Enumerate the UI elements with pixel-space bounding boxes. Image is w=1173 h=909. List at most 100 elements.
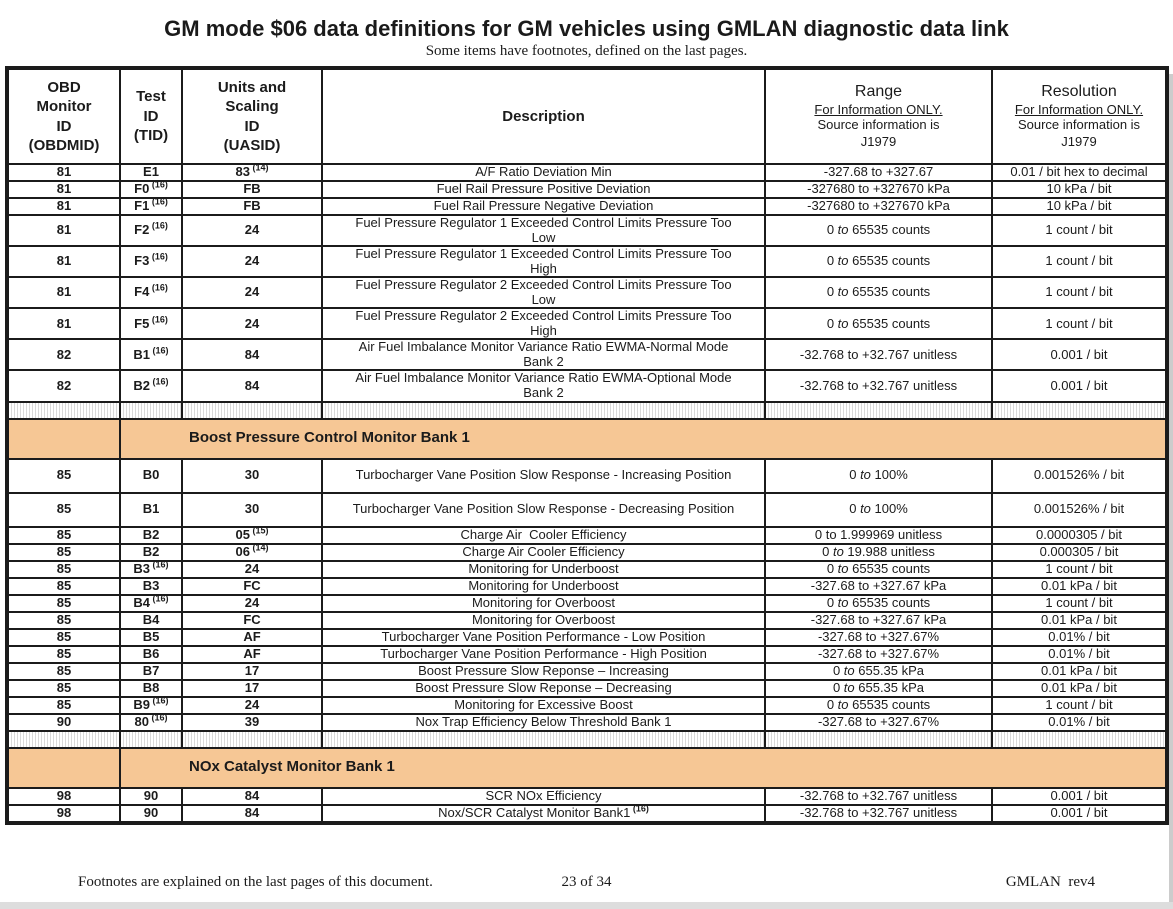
cell-uasid: FB [181,197,323,216]
table-row: 85 B4 FC Monitoring for Overboost -327.68 to… [6,610,1168,630]
cell-uasid: 39 [181,712,323,732]
resolution-header-note: For Information ONLY. [1014,102,1144,118]
cell-range: -327.68 to +327.67% [764,644,993,664]
cell-range: -327680 to +327670 kPa [764,197,993,216]
cell-description: Monitoring for Excessive Boost [321,695,766,715]
cell-uasid: 17 [181,661,323,681]
table-row: 81 F2 (16) 24 Fuel Pressure Regulator 1 Exc… [6,213,1168,248]
cell-description: Nox Trap Efficiency Below Threshold Bank… [321,712,766,732]
cell-resolution: 1 count / bit [991,213,1168,248]
table-row: 81 F5 (16) 24 Fuel Pressure Regulator 2 Exc… [6,307,1168,341]
cell-range: -32.768 to +32.767 unitless [764,369,993,403]
table-row: 82 B2 (16) 84 Air Fuel Imbalance Monitor Va… [6,369,1168,403]
cell-tid: F1 (16) [119,197,183,216]
cell-description: Fuel Pressure Regulator 1 Exceeded Contr… [321,245,766,279]
cell-uasid: 84 [181,369,323,403]
cell-resolution: 0.01 / bit hex to decimal [991,163,1168,182]
cell-tid: B0 [119,457,183,494]
cell-uasid: FB [181,180,323,199]
cell-range: 0 to 65535 counts [764,213,993,248]
cell-obdmid: 98 [6,786,121,806]
section-header-row: NOx Catalyst Monitor Bank 1 [6,746,1168,789]
cell-tid: B9 (16) [119,695,183,715]
col-header-resolution: Resolution For Information ONLY. Source … [991,67,1168,165]
col-header-obdmid: OBD Monitor ID (OBDMID) [6,67,121,165]
table-row: 85 B9 (16) 24 Monitoring for Excessive Boos… [6,695,1168,715]
cell-uasid: 84 [181,803,323,824]
table-row: 81 E1 83 (14) A/F Ratio Deviation Min -327.6… [6,163,1168,182]
cell-uasid: 24 [181,559,323,579]
cell-uasid: 30 [181,491,323,528]
cell-description: Turbocharger Vane Position Performance -… [321,627,766,647]
table-row: 85 B4 (16) 24 Monitoring for Overboost 0 to … [6,593,1168,613]
cell-obdmid: 85 [6,644,121,664]
table-row: 82 B1 (16) 84 Air Fuel Imbalance Monitor Va… [6,338,1168,372]
cell-description: Fuel Pressure Regulator 2 Exceeded Contr… [321,307,766,341]
table-row: 85 B3 FC Monitoring for Underboost -327.68 t… [6,576,1168,596]
cell-tid: B3 [119,576,183,596]
cell-obdmid: 85 [6,457,121,494]
cell-description: Monitoring for Underboost [321,576,766,596]
cell-tid: B2 (16) [119,369,183,403]
cell-obdmid: 82 [6,338,121,372]
cell-obdmid: 85 [6,542,121,562]
cell-obdmid: 98 [6,803,121,824]
cell-description: Air Fuel Imbalance Monitor Variance Rati… [321,338,766,372]
cell-tid: B7 [119,661,183,681]
cell-range: 0 to 65535 counts [764,276,993,310]
cell-tid: F4 (16) [119,276,183,310]
cell-description: Charge Air Cooler Efficiency [321,525,766,545]
cell-resolution: 0.001526% / bit [991,457,1168,494]
cell-resolution: 0.001 / bit [991,786,1168,806]
cell-description: Fuel Rail Pressure Positive Deviation [321,180,766,199]
cell-obdmid: 85 [6,559,121,579]
cell-obdmid: 81 [6,163,121,182]
cell-resolution: 10 kPa / bit [991,180,1168,199]
cell-range: 0 to 655.35 kPa [764,678,993,698]
cell-tid: B6 [119,644,183,664]
cell-range: -327.68 to +327.67 kPa [764,610,993,630]
cell-uasid: 05 (15) [181,525,323,545]
cell-uasid: 24 [181,593,323,613]
separator-cell [321,400,766,420]
cell-tid: B2 [119,525,183,545]
cell-description: A/F Ratio Deviation Min [321,163,766,182]
table-body: 81 E1 83 (14) A/F Ratio Deviation Min -327.6… [6,163,1168,824]
cell-tid: F2 (16) [119,213,183,248]
cell-uasid: FC [181,576,323,596]
table-row: 85 B2 05 (15) Charge Air Cooler Efficiency 0… [6,525,1168,545]
cell-obdmid: 85 [6,491,121,528]
cell-resolution: 0.01 kPa / bit [991,576,1168,596]
cell-range: 0 to 655.35 kPa [764,661,993,681]
table-row: 81 F1 (16) FB Fuel Rail Pressure Negative D… [6,197,1168,216]
cell-range: -327.68 to +327.67 [764,163,993,182]
cell-tid: B1 (16) [119,338,183,372]
table-row: 90 80 (16) 39 Nox Trap Efficiency Below Thr… [6,712,1168,732]
cell-obdmid: 90 [6,712,121,732]
cell-description: Charge Air Cooler Efficiency [321,542,766,562]
cell-resolution: 1 count / bit [991,276,1168,310]
cell-description: Boost Pressure Slow Reponse – Decreasing [321,678,766,698]
cell-resolution: 1 count / bit [991,245,1168,279]
page-number: 23 of 34 [561,874,612,890]
cell-tid: 90 [119,803,183,824]
cell-range: -32.768 to +32.767 unitless [764,786,993,806]
separator-cell [119,400,183,420]
cell-description: Monitoring for Overboost [321,593,766,613]
table-row: 85 B6 AF Turbocharger Vane Position Perform… [6,644,1168,664]
col-header-uasid: Units and Scaling ID (UASID) [181,67,323,165]
cell-resolution: 0.0000305 / bit [991,525,1168,545]
cell-range: -327.68 to +327.67% [764,712,993,732]
cell-resolution: 0.001526% / bit [991,491,1168,528]
range-header-note: For Information ONLY. [814,102,943,118]
cell-tid: F3 (16) [119,245,183,279]
cell-tid: 80 (16) [119,712,183,732]
cell-uasid: 84 [181,338,323,372]
cell-range: 0 to 65535 counts [764,695,993,715]
cell-obdmid: 85 [6,593,121,613]
cell-tid: B4 [119,610,183,630]
section-label: Boost Pressure Control Monitor Bank 1 [119,417,1168,460]
table-row: 81 F4 (16) 24 Fuel Pressure Regulator 2 Exc… [6,276,1168,310]
separator-cell [6,400,121,420]
separator-cell [6,729,121,749]
